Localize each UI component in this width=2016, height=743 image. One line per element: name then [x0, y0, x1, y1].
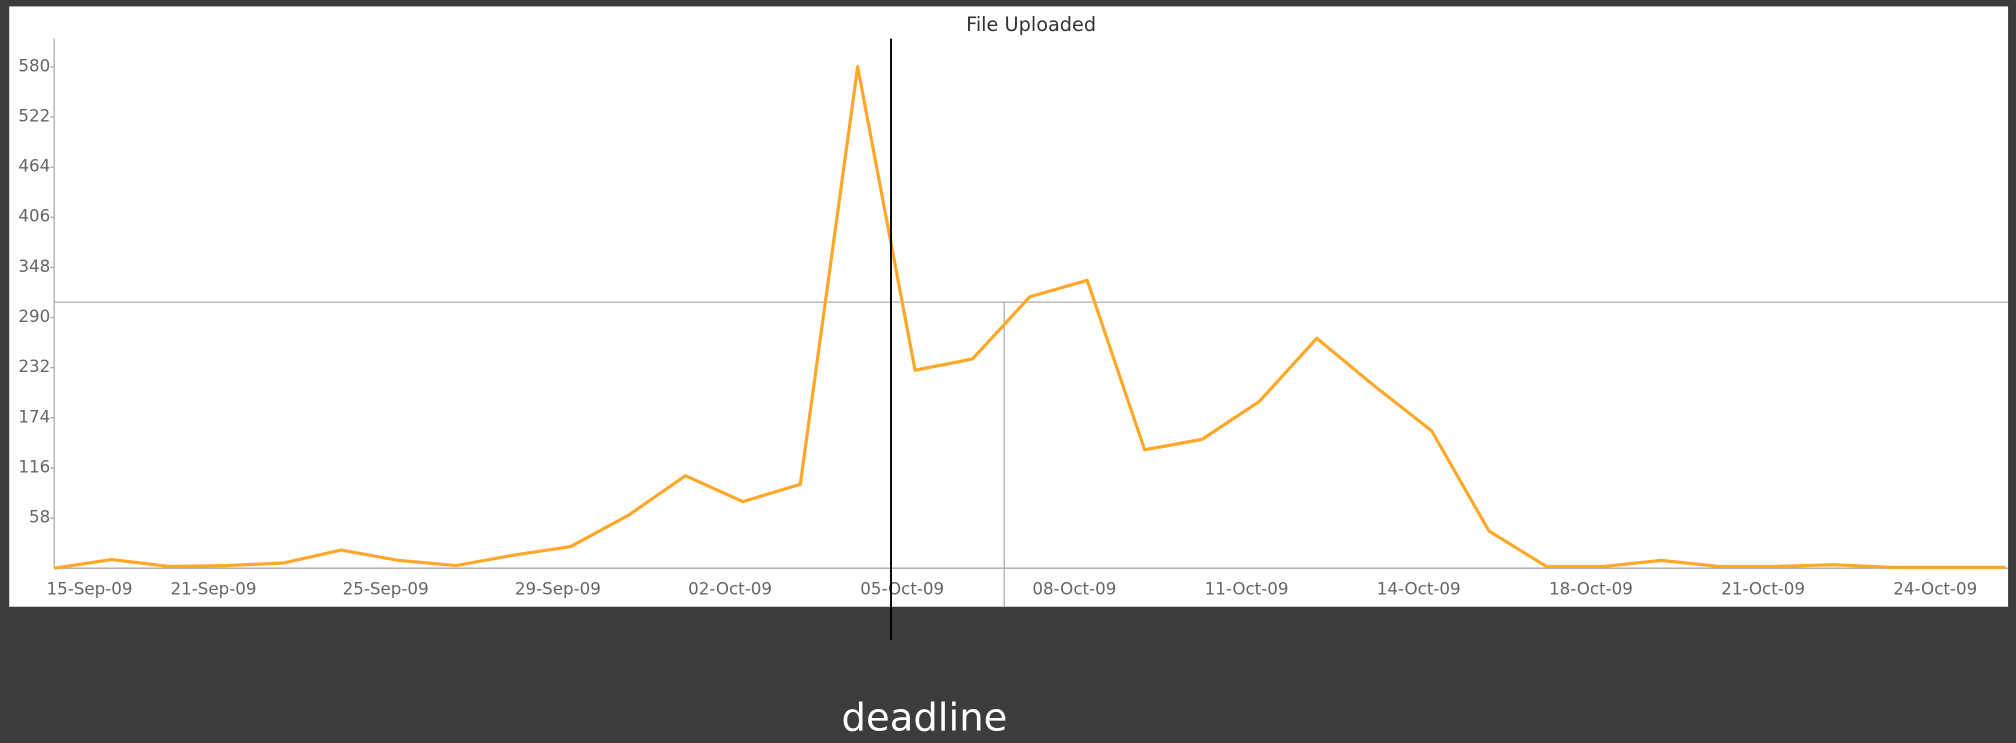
x-tick-label: 25-Sep-09 [343, 579, 429, 599]
x-tick-label: 11-Oct-09 [1205, 579, 1289, 599]
y-tick-label: 290 [18, 306, 50, 326]
plot: 58 116 174 232 290 348 406 464 522 580 15-Sep-09 21… [18, 38, 2009, 599]
x-tick-label: 15-Sep-09 [46, 579, 132, 599]
data-line [53, 65, 2006, 570]
y-tick-label: 116 [18, 456, 50, 476]
x-tick-label: 24-Oct-09 [1893, 579, 1977, 599]
x-tick-label: 21-Sep-09 [170, 579, 256, 599]
x-tick-label: 05-Oct-09 [860, 579, 944, 599]
y-tick-label: 464 [18, 156, 50, 176]
y-tick-label: 58 [29, 507, 50, 527]
x-tick-label: 08-Oct-09 [1032, 579, 1116, 599]
x-tick-label: 21-Oct-09 [1721, 579, 1805, 599]
x-tick-label: 18-Oct-09 [1549, 579, 1633, 599]
x-tick-label: 02-Oct-09 [688, 579, 772, 599]
y-tick-label: 348 [18, 256, 50, 276]
y-tick-label: 406 [18, 206, 50, 226]
chart-panel [9, 6, 2009, 607]
x-tick-label: 29-Sep-09 [515, 579, 601, 599]
y-tick-label: 174 [18, 406, 50, 426]
x-tick-label: 14-Oct-09 [1377, 579, 1461, 599]
deadline-label: deadline [842, 695, 1008, 740]
chart-title: File Uploaded [966, 13, 1096, 36]
y-tick-label: 522 [18, 105, 50, 125]
y-tick-label: 580 [18, 55, 50, 75]
y-tick-label: 232 [18, 356, 50, 376]
